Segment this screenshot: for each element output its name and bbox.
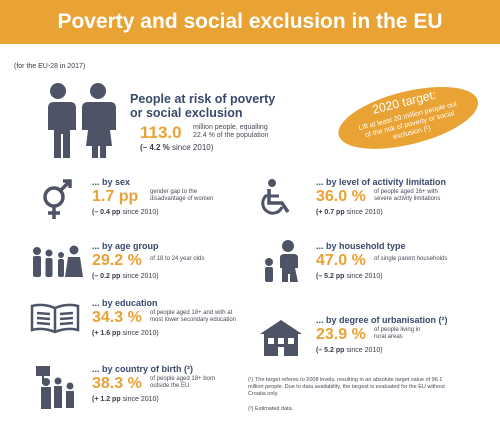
activity-value: 36.0 % xyxy=(316,188,366,205)
urbanisation-value: 23.9 % xyxy=(316,326,366,343)
main-heading-line1: People at risk of poverty xyxy=(130,92,276,106)
education-heading: ... by education xyxy=(92,298,158,308)
education-desc-line1: of people aged 18+ and with at xyxy=(150,310,233,316)
activity-desc-line2: severe activity limitations xyxy=(374,196,441,202)
activity-desc-line1: of people aged 16+ with xyxy=(374,189,438,195)
education-delta-value: (+ 1.6 pp xyxy=(92,330,121,337)
household-delta-value: (– 5.2 pp xyxy=(316,273,345,280)
age-value: 29.2 % xyxy=(92,252,142,269)
birth-delta-value: (+ 1.2 pp xyxy=(92,396,121,403)
activity-heading: ... by level of activity limitation xyxy=(316,177,447,187)
subtitle: (for the EU-28 in 2017) xyxy=(14,63,86,70)
sex-heading: ... by sex xyxy=(92,177,131,187)
footnote-1-line2: million people. Due to data availability… xyxy=(248,384,445,390)
main-delta: (– 4.2 % since 2010) xyxy=(140,143,213,152)
birth-desc-line1: of people aged 18+ born xyxy=(150,376,216,382)
activity-delta: (+ 0.7 pp since 2010) xyxy=(316,209,383,216)
gender-icon xyxy=(43,179,72,219)
household-value: 47.0 % xyxy=(316,252,366,269)
age-delta-suffix: since 2010) xyxy=(122,273,159,280)
family-icon xyxy=(33,245,83,277)
sex-delta-suffix: since 2010) xyxy=(122,209,159,216)
birth-desc: of people aged 18+ born outside the EU xyxy=(150,376,215,390)
education-value: 34.3 % xyxy=(92,309,142,326)
main-desc-line1: million people, equalling xyxy=(193,124,268,131)
household-desc: of single parent households xyxy=(374,256,448,262)
household-heading: ... by household type xyxy=(316,241,406,251)
education-delta: (+ 1.6 pp since 2010) xyxy=(92,330,159,337)
mother-child-icon xyxy=(265,240,298,282)
education-delta-suffix: since 2010) xyxy=(122,330,159,337)
age-delta: (– 0.2 pp since 2010) xyxy=(92,273,159,280)
urbanisation-delta: (– 5.2 pp since 2010) xyxy=(316,347,383,354)
sex-desc: gender gap to the disadvantage of women xyxy=(150,189,213,203)
sex-delta: (– 0.4 pp since 2010) xyxy=(92,209,159,216)
activity-desc: of people aged 16+ with severe activity … xyxy=(374,189,440,203)
urbanisation-desc-line1: of people living in xyxy=(374,327,421,333)
urbanisation-desc: of people living in rural areas xyxy=(374,327,420,341)
main-value: 113.0 xyxy=(140,123,182,142)
birth-delta: (+ 1.2 pp since 2010) xyxy=(92,396,159,403)
people-icon xyxy=(46,83,116,158)
footnote-1: (¹) The target referes to 2008 levels, r… xyxy=(248,377,496,398)
age-delta-value: (– 0.2 pp xyxy=(92,273,121,280)
footnote-1-line1: (¹) The target referes to 2008 levels, r… xyxy=(248,377,443,383)
household-delta: (– 5.2 pp since 2010) xyxy=(316,273,383,280)
footnote-2: (²) Estimated data. xyxy=(248,406,294,412)
main-desc-line2: 22.4 % of the population xyxy=(193,132,269,139)
sex-value: 1.7 pp xyxy=(92,188,139,205)
education-desc-line2: most lower secondary education xyxy=(150,317,237,323)
book-icon xyxy=(30,303,80,334)
footnote-1-line3: Croatia only. xyxy=(248,391,279,397)
household-delta-suffix: since 2010) xyxy=(346,273,383,280)
urbanisation-delta-suffix: since 2010) xyxy=(346,347,383,354)
birth-desc-line2: outside the EU xyxy=(150,383,190,389)
house-icon xyxy=(260,320,302,356)
birth-value: 38.3 % xyxy=(92,375,142,392)
main-desc: million people, equalling 22.4 % of the … xyxy=(193,124,269,140)
age-heading: ... by age group xyxy=(92,241,159,251)
target-bubble: 2020 target: Lift at least 20 million pe… xyxy=(338,86,479,149)
education-desc: of people aged 18+ and with at most lowe… xyxy=(150,310,236,324)
activity-delta-suffix: since 2010) xyxy=(346,209,383,216)
main-heading-line2: or social exclusion xyxy=(130,106,243,120)
urbanisation-delta-value: (– 5.2 pp xyxy=(316,347,345,354)
main-delta-value: (– 4.2 % xyxy=(140,143,170,152)
migrants-icon xyxy=(36,366,74,409)
main-heading: People at risk of poverty or social excl… xyxy=(130,92,275,120)
sex-desc-line2: disadvantage of women xyxy=(150,196,214,202)
urbanisation-desc-line2: rural areas xyxy=(374,334,403,340)
page-title: Poverty and social exclusion in the EU xyxy=(0,0,500,44)
activity-delta-value: (+ 0.7 pp xyxy=(316,209,345,216)
sex-desc-line1: gender gap to the xyxy=(150,189,198,195)
sex-delta-value: (– 0.4 pp xyxy=(92,209,121,216)
wheelchair-icon xyxy=(261,179,290,215)
urbanisation-heading: ... by degree of urbanisation (²) xyxy=(316,315,448,325)
main-delta-suffix: since 2010) xyxy=(172,143,214,152)
age-desc: of 18 to 24 year olds xyxy=(150,256,205,262)
birth-delta-suffix: since 2010) xyxy=(122,396,159,403)
birth-heading: ... by country of birth (²) xyxy=(92,364,193,374)
